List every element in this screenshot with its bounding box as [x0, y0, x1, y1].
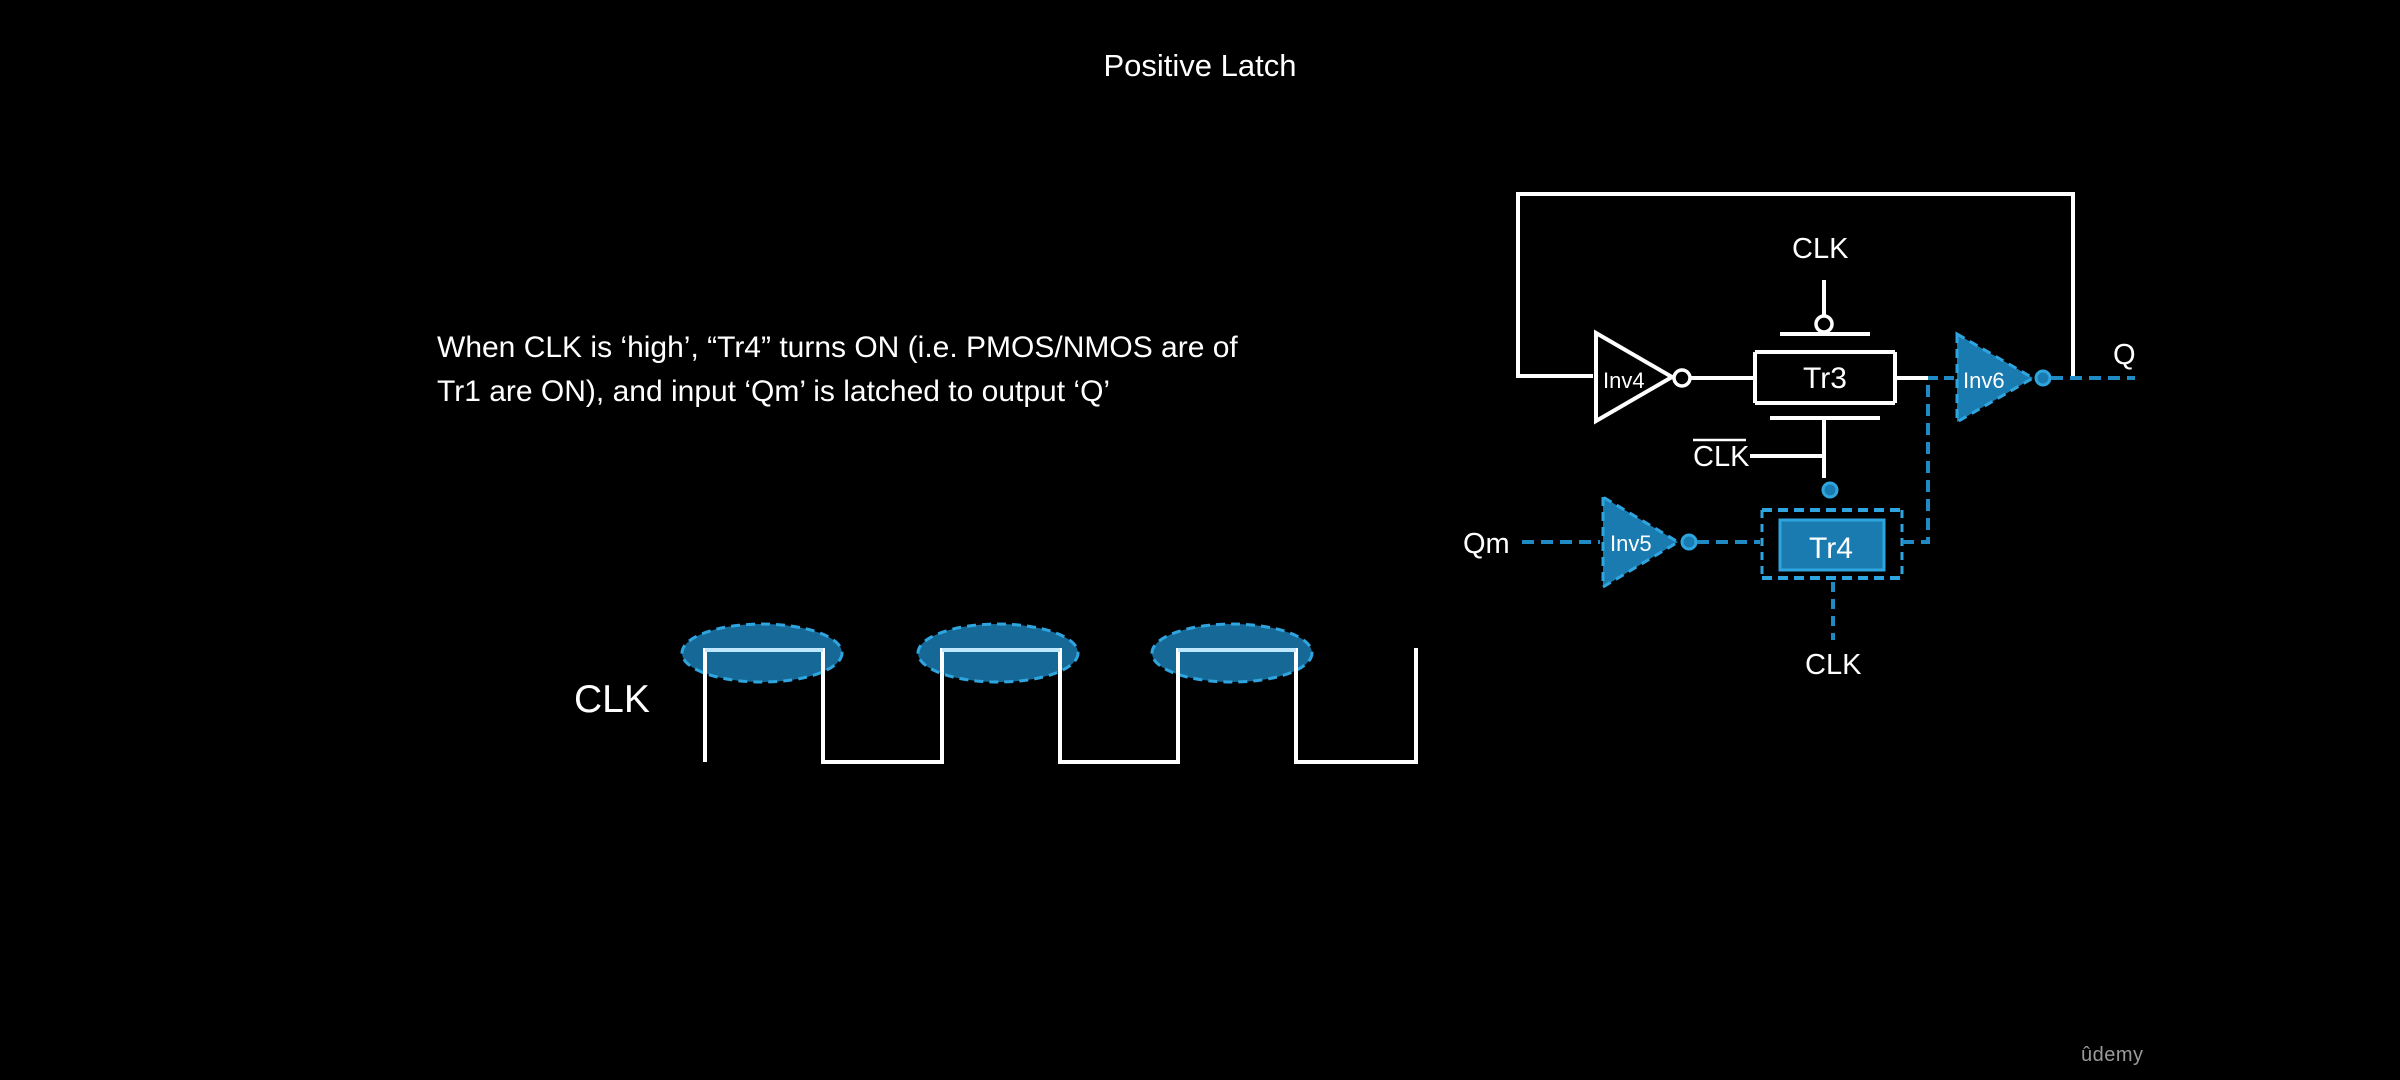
inverter-inv4: Inv4: [1594, 329, 1692, 425]
transmission-gate-tr4: Tr4: [1760, 481, 1904, 580]
clk-waveform: [680, 622, 1418, 764]
high-phase-highlight-2: [916, 622, 1080, 684]
inverter-inv6: Inv6: [1955, 331, 2052, 425]
clk-bottom-label: CLK: [1805, 649, 1862, 681]
udemy-watermark: ûdemy: [2081, 1044, 2144, 1066]
inv5-label: Inv5: [1610, 531, 1652, 556]
clk-bar-signal: CLK: [1693, 438, 1824, 473]
feedback-wire: [1516, 192, 2075, 378]
inv4-label: Inv4: [1603, 368, 1645, 393]
description-line-1: When CLK is ‘high’, “Tr4” turns ON (i.e.…: [437, 331, 1238, 364]
clk-square-wave: [703, 648, 1418, 764]
qm-input-label: Qm: [1463, 528, 1510, 560]
description-text: When CLK is ‘high’, “Tr4” turns ON (i.e.…: [437, 326, 1337, 414]
high-phase-highlight-3: [1150, 622, 1314, 684]
clk-waveform-label: CLK: [574, 678, 650, 721]
latch-circuit: Inv4 Tr3 CLK CLK: [1463, 192, 2136, 681]
tr3-label: Tr3: [1803, 362, 1847, 395]
q-output-label: Q: [2113, 339, 2136, 371]
high-phase-highlight-1: [680, 622, 844, 684]
tr4-label: Tr4: [1809, 532, 1853, 565]
clk-top-label: CLK: [1792, 233, 1849, 265]
description-line-2: Tr1 are ON), and input ‘Qm’ is latched t…: [437, 375, 1111, 408]
inv6-label: Inv6: [1963, 368, 2005, 393]
slide-title: Positive Latch: [1103, 48, 1297, 83]
clk-bar-label: CLK: [1693, 441, 1750, 473]
transmission-gate-tr3: Tr3: [1753, 280, 1897, 456]
inverter-inv5: Inv5: [1601, 494, 1698, 590]
